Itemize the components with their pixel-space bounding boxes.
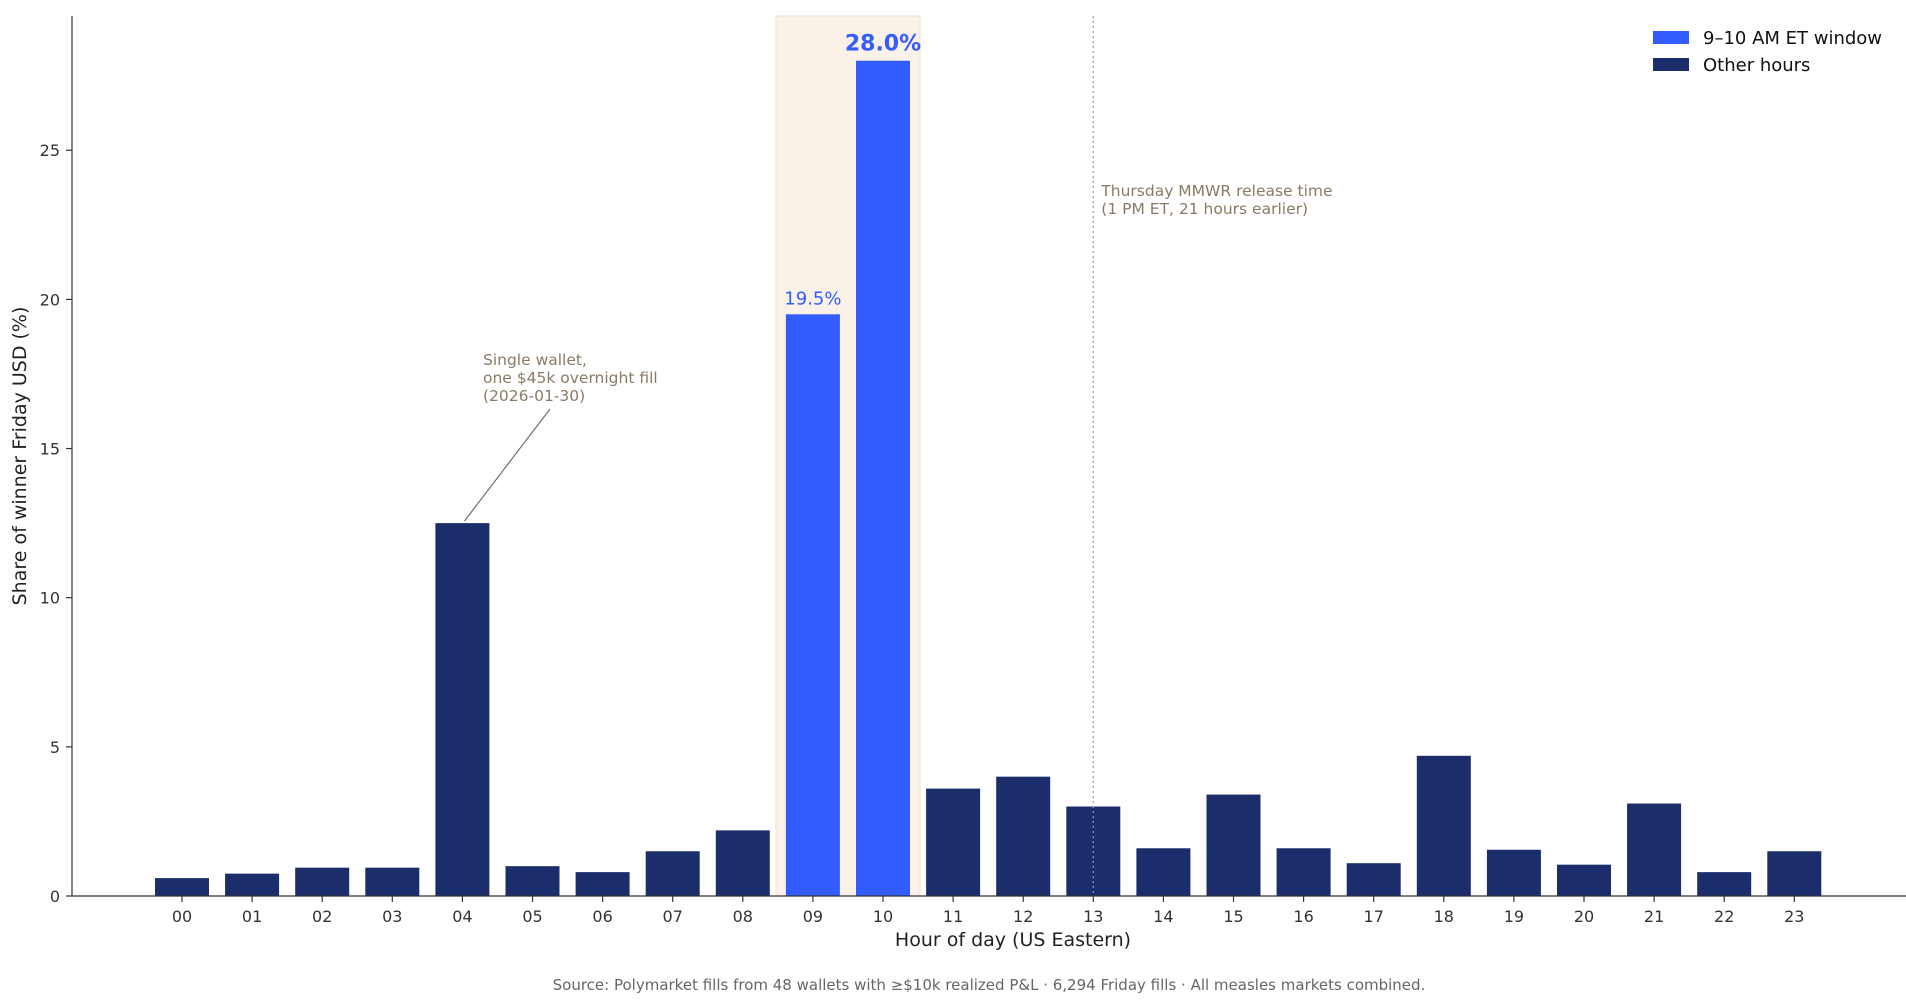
vline-label: Thursday MMWR release time (1 PM ET, 21 … bbox=[1100, 182, 1337, 218]
bar-hour-23 bbox=[1767, 851, 1822, 896]
bar-hour-20 bbox=[1557, 864, 1611, 896]
bar-hour-02 bbox=[295, 867, 350, 896]
x-tick-label: 15 bbox=[1223, 907, 1243, 926]
x-tick-label: 05 bbox=[522, 907, 542, 926]
bar-hour-03 bbox=[365, 867, 420, 896]
bar-hour-05 bbox=[505, 866, 560, 896]
y-ticks-group: 0 5 10 15 20 25 bbox=[40, 141, 72, 906]
bar-hour-06 bbox=[575, 872, 630, 896]
bar-hour-14 bbox=[1136, 848, 1191, 896]
bar-hour-21 bbox=[1627, 803, 1682, 896]
legend: 9–10 AM ET window Other hours bbox=[1653, 28, 1882, 76]
y-tick-label: 15 bbox=[40, 440, 60, 459]
y-tick-label: 20 bbox=[40, 290, 60, 309]
x-tick-label: 00 bbox=[172, 907, 192, 926]
x-tick-label: 13 bbox=[1083, 907, 1103, 926]
x-tick-label: 04 bbox=[452, 907, 472, 926]
bar-hour-12 bbox=[996, 776, 1051, 896]
data-label-hour-09: 19.5% bbox=[784, 288, 841, 309]
bar-hour-11 bbox=[926, 788, 981, 896]
data-label-hour-10: 28.0% bbox=[845, 32, 921, 57]
vline-label-line-2: (1 PM ET, 21 hours earlier) bbox=[1101, 200, 1308, 218]
x-tick-label: 19 bbox=[1504, 907, 1524, 926]
x-tick-label: 17 bbox=[1364, 907, 1384, 926]
bar-hour-07 bbox=[645, 851, 700, 896]
legend-swatch-other bbox=[1653, 58, 1689, 71]
y-axis-title: Share of winner Friday USD (%) bbox=[9, 307, 31, 606]
annotation-line-1: Single wallet, bbox=[483, 351, 587, 369]
legend-label-other: Other hours bbox=[1703, 55, 1810, 76]
bars-group bbox=[155, 60, 1822, 897]
x-tick-label: 10 bbox=[873, 907, 893, 926]
x-tick-label: 22 bbox=[1714, 907, 1734, 926]
x-tick-label: 20 bbox=[1574, 907, 1594, 926]
annotation-line-2: one $45k overnight fill bbox=[483, 369, 658, 387]
bar-hour-10 bbox=[856, 60, 910, 896]
data-labels-group: 19.5% 28.0% bbox=[784, 32, 921, 310]
bar-hour-08 bbox=[715, 830, 770, 896]
vline-label-line-1: Thursday MMWR release time bbox=[1100, 182, 1332, 200]
bar-hour-16 bbox=[1276, 848, 1331, 896]
y-tick-label: 0 bbox=[50, 887, 60, 906]
bar-hour-22 bbox=[1697, 872, 1752, 896]
bar-hour-19 bbox=[1486, 849, 1541, 896]
bar-hour-17 bbox=[1346, 863, 1401, 896]
annotation-pointer-line bbox=[463, 408, 551, 522]
x-tick-label: 21 bbox=[1644, 907, 1664, 926]
x-ticks-group: 00 01 02 03 04 05 06 07 08 09 10 11 12 13 14 15 16 17 18 19… bbox=[172, 896, 1804, 926]
x-tick-label: 18 bbox=[1434, 907, 1454, 926]
bar-hour-04 bbox=[435, 523, 490, 896]
annotation-line-3: (2026-01-30) bbox=[483, 387, 585, 405]
x-axis-title: Hour of day (US Eastern) bbox=[895, 929, 1131, 951]
source-note: Source: Polymarket fills from 48 wallets… bbox=[553, 976, 1426, 994]
x-tick-label: 02 bbox=[312, 907, 332, 926]
annotation-text: Single wallet, one $45k overnight fill (… bbox=[483, 351, 663, 405]
bar-hour-09 bbox=[785, 314, 840, 897]
x-tick-label: 14 bbox=[1153, 907, 1173, 926]
x-tick-label: 11 bbox=[943, 907, 963, 926]
x-tick-label: 08 bbox=[733, 907, 753, 926]
y-tick-label: 10 bbox=[40, 589, 60, 608]
x-tick-label: 07 bbox=[663, 907, 683, 926]
x-tick-label: 16 bbox=[1293, 907, 1313, 926]
y-tick-label: 25 bbox=[40, 141, 60, 160]
bar-hour-01 bbox=[225, 873, 280, 896]
bar-hour-15 bbox=[1206, 794, 1261, 896]
x-tick-label: 09 bbox=[803, 907, 823, 926]
x-tick-label: 06 bbox=[592, 907, 612, 926]
bar-hour-18 bbox=[1416, 755, 1471, 896]
bar-hour-00 bbox=[155, 878, 209, 896]
y-tick-label: 5 bbox=[50, 738, 60, 757]
x-tick-label: 01 bbox=[242, 907, 262, 926]
x-tick-label: 12 bbox=[1013, 907, 1033, 926]
legend-label-window: 9–10 AM ET window bbox=[1703, 28, 1882, 49]
x-tick-label: 23 bbox=[1784, 907, 1804, 926]
x-tick-label: 03 bbox=[382, 907, 402, 926]
legend-swatch-window bbox=[1653, 31, 1689, 44]
